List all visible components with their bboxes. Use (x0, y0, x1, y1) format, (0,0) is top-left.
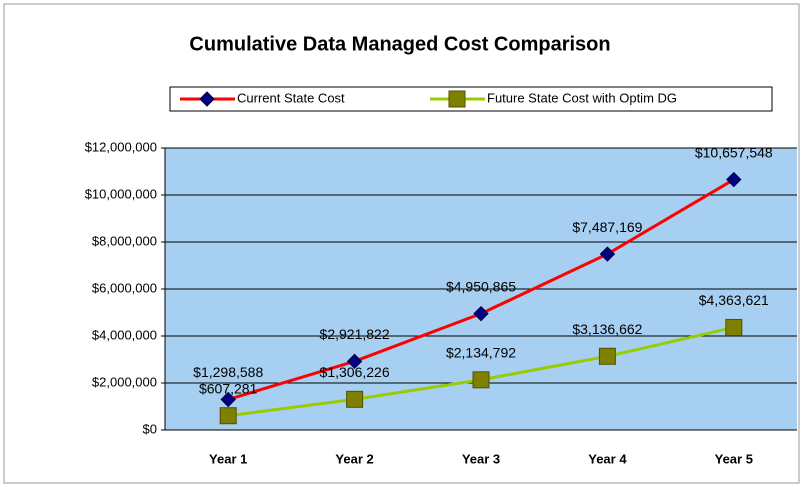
data-label: $10,657,548 (695, 144, 773, 160)
y-tick-label: $0 (143, 421, 157, 436)
data-point (725, 318, 743, 336)
data-label: $7,487,169 (572, 219, 642, 235)
data-label: $4,363,621 (699, 292, 769, 308)
data-point (472, 371, 490, 389)
y-tick-label: $8,000,000 (92, 233, 157, 248)
data-point (346, 353, 363, 370)
x-tick-label: Year 4 (588, 451, 627, 466)
legend-marker (199, 91, 215, 107)
data-point (599, 246, 616, 262)
data-point (219, 407, 237, 425)
y-tick-label: $2,000,000 (92, 374, 157, 389)
data-label: $4,950,865 (446, 278, 516, 294)
legend-marker (448, 90, 466, 108)
data-label: $1,298,588 (193, 364, 263, 380)
data-point (726, 171, 742, 188)
data-point (346, 390, 364, 408)
y-tick-label: $6,000,000 (92, 280, 157, 295)
legend-label: Future State Cost with Optim DG (487, 90, 677, 105)
data-label: $3,136,662 (572, 321, 642, 337)
y-tick-label: $4,000,000 (92, 327, 157, 342)
y-tick-label: $12,000,000 (85, 139, 157, 154)
data-point (220, 391, 236, 408)
data-point (598, 347, 616, 365)
data-label: $1,306,226 (320, 364, 390, 380)
legend-label: Current State Cost (237, 90, 345, 105)
chart-title: Cumulative Data Managed Cost Comparison (189, 33, 610, 55)
x-tick-label: Year 5 (715, 451, 753, 466)
x-tick-label: Year 3 (462, 451, 500, 466)
data-label: $607,281 (199, 380, 258, 396)
x-tick-label: Year 1 (209, 451, 247, 466)
data-label: $2,921,822 (320, 326, 390, 342)
data-point (473, 305, 489, 322)
y-tick-label: $10,000,000 (85, 186, 157, 201)
x-tick-label: Year 2 (335, 451, 373, 466)
data-label: $2,134,792 (446, 345, 516, 361)
